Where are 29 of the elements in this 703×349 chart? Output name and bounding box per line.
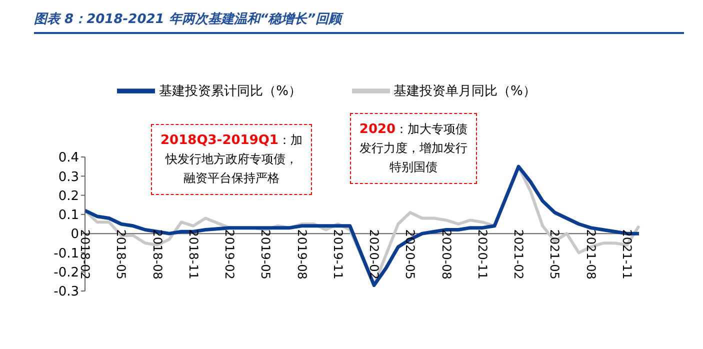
legend-label: 基建投资单月同比（%）: [394, 84, 536, 99]
x-tick-label: 2021-08: [584, 229, 598, 280]
x-tick-label: 2018-11: [186, 229, 200, 280]
x-tick-label: 2019-05: [258, 229, 273, 280]
y-tick-label: -0.2: [54, 265, 79, 280]
y-tick-label: 0.4: [58, 150, 79, 166]
x-tick-label: 2020-11: [475, 229, 490, 280]
x-tick-label: 2020-08: [439, 229, 454, 280]
annotation: 2018Q3-2019Q1：加快发行地方政府专项债，融资平台保持严格: [160, 133, 302, 185]
x-tick-label: 2018-08: [150, 229, 164, 280]
y-tick-label: 0.3: [58, 170, 79, 185]
x-tick-label: 2019-08: [294, 229, 309, 280]
y-tick-label: 0.1: [58, 208, 79, 224]
x-tick-label: 2021-02: [512, 229, 526, 280]
y-tick-label: -0.3: [54, 284, 79, 300]
y-tick-label: 0.2: [58, 188, 79, 204]
x-tick-label: 2019-02: [222, 229, 237, 280]
x-tick-label: 2020-05: [403, 229, 418, 280]
annotation: 2020：加大专项债发行力度，增加发行特别国债: [359, 122, 468, 174]
x-tick-label: 2019-11: [330, 229, 345, 280]
x-tick-label: 2018-02: [78, 229, 92, 280]
x-tick-label: 2021-05: [548, 229, 562, 280]
chart-title: 图表 8：2018-2021 年两次基建温和“稳增长”回顾: [34, 10, 684, 34]
x-tick-label: 2018-05: [114, 229, 128, 280]
y-tick-label: -0.1: [54, 246, 79, 262]
x-tick-label: 2021-11: [620, 229, 634, 280]
legend-label: 基建投资累计同比（%）: [159, 84, 302, 99]
y-tick-label: 0: [70, 227, 79, 242]
x-tick-label: 2020-02: [367, 229, 382, 280]
